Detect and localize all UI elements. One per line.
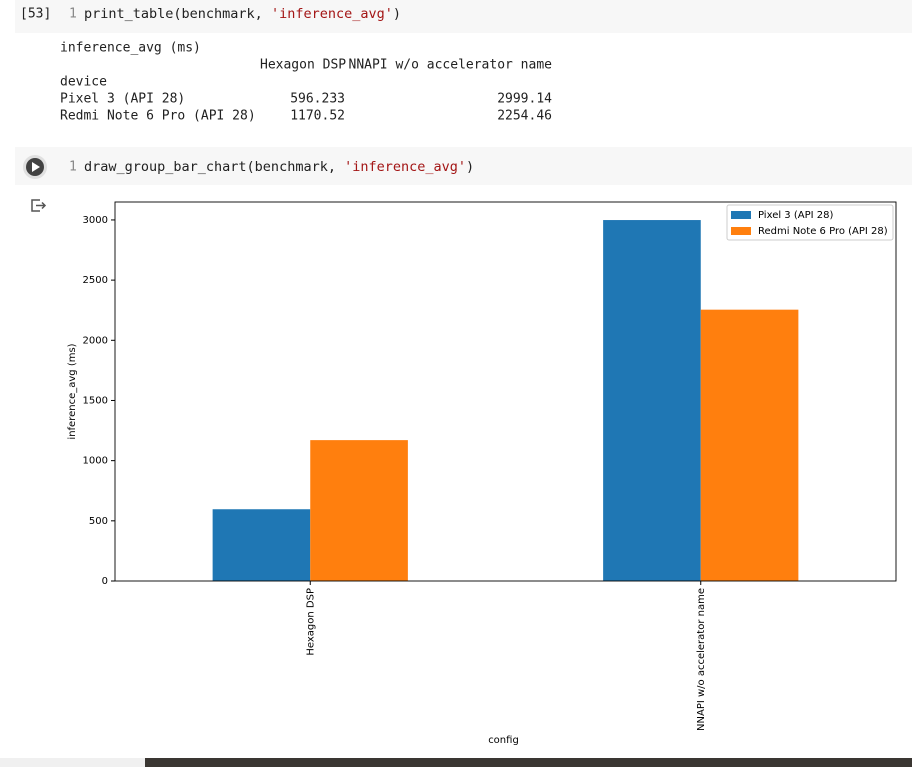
code-cell-bg: [15, 0, 912, 33]
row-label: Pixel 3 (API 28): [60, 92, 185, 107]
legend-label: Pixel 3 (API 28): [758, 210, 833, 221]
bar: [700, 309, 799, 581]
y-tick-label: 2000: [83, 335, 108, 346]
code-string: 'inference_avg': [271, 6, 393, 22]
table-title: inference_avg (ms): [60, 41, 201, 56]
line-number: 1: [69, 160, 77, 175]
output-icon: [31, 199, 47, 212]
cell-value: 2254.46: [497, 109, 552, 124]
line-number: 1: [69, 7, 77, 22]
bar: [212, 509, 311, 581]
y-tick-label: 500: [89, 516, 108, 527]
cell-value: 2999.14: [497, 92, 552, 107]
y-tick-label: 2500: [83, 275, 108, 286]
legend: Pixel 3 (API 28) Redmi Note 6 Pro (API 28…: [726, 204, 894, 241]
x-axis-label: config: [488, 735, 519, 746]
row-label: Redmi Note 6 Pro (API 28): [60, 109, 256, 124]
legend-box: [726, 204, 894, 241]
y-tick-label: 0: [102, 576, 108, 587]
bar: [310, 440, 408, 581]
column-header: NNAPI w/o accelerator name: [349, 58, 553, 73]
x-tick-label: Hexagon DSP: [305, 588, 316, 656]
code: draw_group_bar_chart(benchmark, 'inferen…: [84, 159, 474, 175]
bar: [603, 220, 701, 581]
bottom-strip: [0, 758, 145, 767]
column-header: Hexagon DSP: [260, 58, 346, 73]
bottom-strip: [145, 758, 912, 767]
index-name: device: [60, 75, 107, 90]
axes-frame: [114, 201, 897, 582]
x-tick-label: NNAPI w/o accelerator name: [696, 588, 707, 731]
y-tick-label: 1500: [83, 395, 108, 406]
code: print_table(benchmark, 'inference_avg'): [84, 6, 401, 22]
code-part: print_table(benchmark,: [84, 6, 271, 22]
code-part: ): [393, 6, 401, 22]
code-part: draw_group_bar_chart(benchmark,: [84, 159, 344, 175]
legend-swatch: [731, 227, 751, 235]
cell-value: 596.233: [290, 92, 345, 107]
y-tick-label: 1000: [83, 456, 108, 467]
y-axis-label: inference_avg (ms): [67, 343, 78, 439]
legend-label: Redmi Note 6 Pro (API 28): [758, 226, 888, 237]
chart: 0 500 1000 1500 2000 2500 3000 Hexagon DSP NNAPI…: [67, 201, 897, 746]
code-string: 'inference_avg': [344, 159, 466, 175]
run-button[interactable]: [23, 155, 47, 179]
code-cell-bg: [15, 147, 912, 185]
execution-count: [53]: [20, 7, 51, 22]
legend-swatch: [731, 211, 751, 219]
code-part: ): [466, 159, 474, 175]
cell-value: 1170.52: [290, 109, 345, 124]
y-tick-label: 3000: [83, 215, 108, 226]
